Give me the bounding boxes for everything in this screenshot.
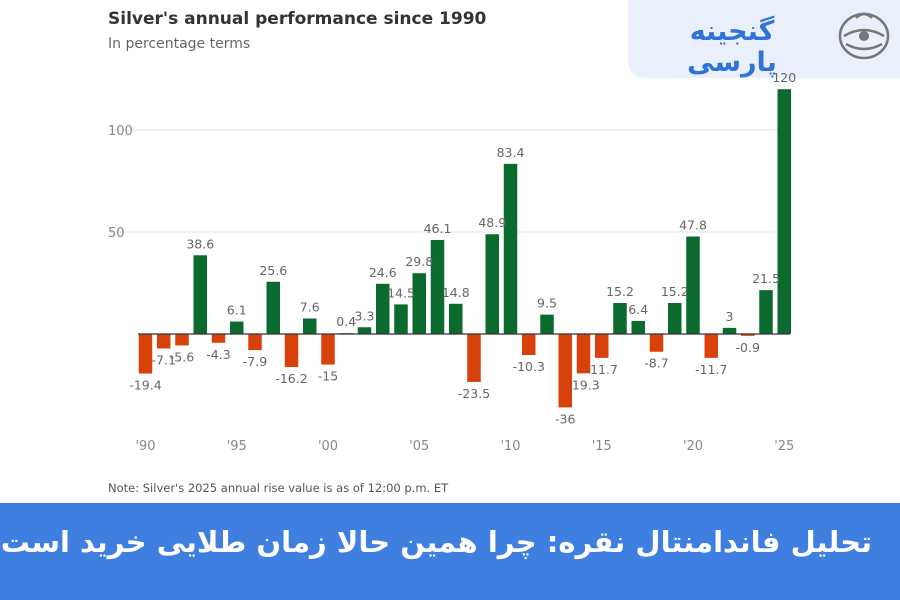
bar-2017 xyxy=(631,320,645,334)
bar-2019 xyxy=(668,302,682,334)
data-label-2000: -15 xyxy=(318,369,338,384)
data-label-1997: 25.6 xyxy=(259,263,287,278)
teapot-logo-icon xyxy=(838,12,890,60)
data-label-1990: -19.4 xyxy=(129,378,161,393)
data-label-2018: -8.7 xyxy=(644,356,668,371)
logo-text: گنجینه پارسی xyxy=(687,16,777,78)
x-tick-label: '20 xyxy=(683,439,703,454)
bar-1992 xyxy=(175,334,189,346)
bar-2021 xyxy=(704,334,718,358)
data-label-2010: 83.4 xyxy=(497,145,525,160)
y-tick-label: 100 xyxy=(108,124,133,139)
data-label-2016: 15.2 xyxy=(606,284,634,299)
y-tick-label: 50 xyxy=(108,226,125,241)
data-label-1993: 38.6 xyxy=(186,236,214,251)
data-label-1999: 7.6 xyxy=(300,299,320,314)
data-label-2001: 0.4 xyxy=(336,314,356,329)
bar-2024 xyxy=(759,290,773,334)
bar-2013 xyxy=(558,334,572,408)
bar-chart: -19.4 -7.1-5.6 38.6 -4.3 6.1 -7.9 25.6 -16.2 7.6… xyxy=(108,70,796,454)
bar-1997 xyxy=(266,281,280,334)
bar-2010 xyxy=(503,163,518,334)
data-label-2015: -11.7 xyxy=(586,362,618,377)
x-tick-label: '00 xyxy=(318,439,338,454)
bar-2000 xyxy=(321,334,335,365)
data-label-2013: -36 xyxy=(555,411,575,426)
data-label-2021: -11.7 xyxy=(695,362,727,377)
bar-2018 xyxy=(649,334,664,352)
x-tick-label: '10 xyxy=(500,439,520,454)
x-tick-label: '15 xyxy=(592,439,612,454)
logo-panel[interactable]: گنجینه پارسی xyxy=(628,0,900,78)
data-label-2012: 9.5 xyxy=(537,296,557,311)
banner-title: تحلیل فاندامنتال نقره: چرا همین حالا زما… xyxy=(0,525,872,559)
x-tick-label: '95 xyxy=(227,439,247,454)
data-label-2003: 24.6 xyxy=(369,265,397,280)
bar-2011 xyxy=(522,334,536,356)
bar-1999 xyxy=(303,318,317,334)
data-label-1994: -4.3 xyxy=(206,347,230,362)
title-banner: تحلیل فاندامنتال نقره: چرا همین حالا زما… xyxy=(0,503,900,600)
data-label-2011: -10.3 xyxy=(513,359,545,374)
data-label-2024: 21.5 xyxy=(752,271,780,286)
bar-2004 xyxy=(394,304,408,334)
bar-2020 xyxy=(686,236,700,334)
bar-2002 xyxy=(357,327,372,334)
bar-2009 xyxy=(485,234,499,334)
data-label-1995: 6.1 xyxy=(227,303,247,318)
bar-2006 xyxy=(430,239,445,334)
data-label-2017: 6.4 xyxy=(628,302,648,317)
x-tick-label: '90 xyxy=(135,439,155,454)
bar-1990 xyxy=(138,334,153,374)
data-label-2025: 120 xyxy=(772,70,796,85)
x-tick-label: '25 xyxy=(774,439,794,454)
data-label-2005: 29.8 xyxy=(405,254,433,269)
data-label-1996: -7.9 xyxy=(243,354,267,369)
data-label-2014: -19.3 xyxy=(567,377,599,392)
data-label-2008: -23.5 xyxy=(458,386,490,401)
bar-2007 xyxy=(449,303,463,334)
chart-title: Silver's annual performance since 1990 xyxy=(108,9,487,29)
bar-2022 xyxy=(722,327,737,334)
bar-1994 xyxy=(211,334,226,343)
chart-note: Note: Silver's 2025 annual rise value is… xyxy=(108,481,449,495)
bar-1996 xyxy=(248,334,262,351)
data-label-2007: 14.8 xyxy=(442,285,470,300)
data-label-2023: -0.9 xyxy=(736,340,760,355)
data-label-2022: 3 xyxy=(726,309,734,324)
bar-2014 xyxy=(576,334,591,374)
data-label-2004: 14.5 xyxy=(387,285,415,300)
chart-subtitle: In percentage terms xyxy=(108,36,251,52)
bar-2025 xyxy=(777,89,791,334)
bar-1991 xyxy=(157,334,171,349)
data-label-2006: 46.1 xyxy=(424,221,452,236)
bar-2012 xyxy=(540,314,554,334)
data-label-2009: 48.9 xyxy=(478,215,506,230)
data-label-2020: 47.8 xyxy=(679,217,707,232)
bar-2005 xyxy=(412,273,426,334)
bar-2023 xyxy=(741,334,755,336)
bar-2003 xyxy=(376,283,390,334)
data-label-1992: -5.6 xyxy=(170,349,194,364)
bar-1998 xyxy=(284,334,299,368)
bar-1993 xyxy=(193,255,207,334)
bar-2008 xyxy=(467,334,481,382)
data-label-1991: -7.1 xyxy=(152,352,176,367)
data-label-1998: -16.2 xyxy=(275,371,307,386)
bar-2016 xyxy=(613,302,627,334)
bar-1995 xyxy=(230,321,244,334)
bar-2015 xyxy=(595,334,609,358)
x-tick-label: '05 xyxy=(409,439,429,454)
data-label-2019: 15.2 xyxy=(661,284,689,299)
data-label-2002: 3.3 xyxy=(355,308,375,323)
